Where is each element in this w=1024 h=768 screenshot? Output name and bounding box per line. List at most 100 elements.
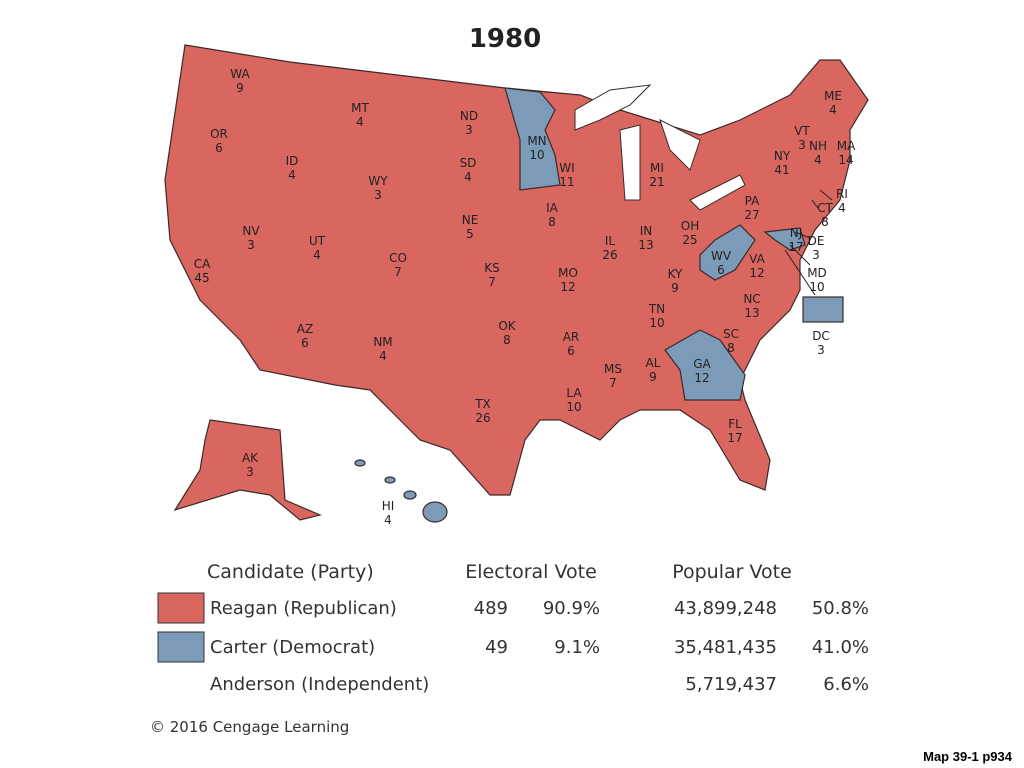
- electoral-pct: 9.1%: [554, 637, 600, 658]
- candidate: Carter (Democrat): [210, 637, 375, 658]
- state-votes: 17: [727, 431, 742, 445]
- state-abbr: WI: [559, 161, 574, 175]
- state-votes: 12: [560, 280, 575, 294]
- state-abbr: LA: [566, 386, 582, 400]
- state-votes: 5: [466, 227, 474, 241]
- state-abbr: CO: [389, 251, 407, 265]
- column-header: Electoral Vote: [465, 561, 597, 583]
- state-votes: 3: [465, 123, 473, 137]
- state-votes: 14: [838, 153, 853, 167]
- state-abbr: IL: [605, 234, 616, 248]
- leader-line: [811, 199, 819, 209]
- popular-pct: 41.0%: [812, 637, 869, 658]
- candidate: Anderson (Independent): [210, 674, 429, 695]
- leader-line: [784, 249, 816, 296]
- state-abbr: OK: [498, 319, 516, 333]
- popular-vote: 35,481,435: [674, 637, 777, 658]
- state-abbr: VA: [749, 252, 765, 266]
- state-votes: 26: [602, 248, 617, 262]
- state-abbr: CT: [817, 201, 833, 215]
- state-votes: 10: [566, 400, 581, 414]
- state-abbr: NH: [809, 139, 827, 153]
- popular-vote: 5,719,437: [685, 674, 777, 695]
- state-votes: 3: [374, 188, 382, 202]
- state-votes: 13: [638, 238, 653, 252]
- state-votes: 4: [356, 115, 364, 129]
- georgia: [664, 329, 746, 401]
- state-abbr: MI: [650, 161, 664, 175]
- state-votes: 9: [236, 81, 244, 95]
- state-votes: 17: [788, 240, 803, 254]
- state-abbr: VT: [794, 124, 810, 138]
- state-votes: 6: [301, 336, 309, 350]
- leader-line: [794, 231, 811, 239]
- leader-line: [819, 189, 833, 201]
- state-votes: 12: [694, 371, 709, 385]
- state-abbr: OH: [681, 219, 699, 233]
- state-abbr: NV: [242, 224, 260, 238]
- hawaii: [403, 490, 417, 500]
- state-votes: 25: [682, 233, 697, 247]
- state-votes: 4: [829, 103, 837, 117]
- maryland: [763, 227, 806, 251]
- state-votes: 21: [649, 175, 664, 189]
- state-abbr: ID: [286, 154, 299, 168]
- state-abbr: TX: [474, 397, 491, 411]
- state-votes: 10: [649, 316, 664, 330]
- state-votes: 4: [379, 349, 387, 363]
- state-abbr: FL: [728, 417, 742, 431]
- hawaii: [384, 476, 396, 484]
- state-votes: 4: [384, 513, 392, 527]
- state-abbr: MA: [837, 139, 856, 153]
- great-lakes: [574, 84, 746, 211]
- state-votes: 7: [488, 275, 496, 289]
- state-abbr: AZ: [297, 322, 313, 336]
- electoral-vote: 489: [474, 598, 508, 619]
- copyright: © 2016 Cengage Learning: [150, 718, 349, 736]
- state-votes: 4: [313, 248, 321, 262]
- state-abbr: UT: [309, 234, 326, 248]
- state-abbr: WY: [368, 174, 388, 188]
- popular-vote: 43,899,248: [674, 598, 777, 619]
- state-abbr: DC: [812, 329, 830, 343]
- popular-pct: 6.6%: [823, 674, 869, 695]
- state-abbr: MN: [527, 134, 546, 148]
- state-votes: 10: [809, 280, 824, 294]
- state-abbr: ME: [824, 89, 842, 103]
- state-abbr: HI: [382, 499, 395, 513]
- state-abbr: MO: [558, 266, 578, 280]
- state-votes: 7: [394, 265, 402, 279]
- state-abbr: NY: [774, 149, 791, 163]
- state-abbr: NM: [373, 335, 392, 349]
- state-abbr: SD: [460, 156, 477, 170]
- state-votes: 6: [717, 263, 725, 277]
- electoral-pct: 90.9%: [543, 598, 600, 619]
- state-abbr: WA: [230, 67, 250, 81]
- state-votes: 12: [749, 266, 764, 280]
- state-abbr: WV: [711, 249, 732, 263]
- leader-line: [789, 244, 811, 266]
- state-votes: 4: [838, 201, 846, 215]
- caption: Map 39-1 p934: [923, 749, 1013, 764]
- map-title: 1980: [469, 24, 541, 54]
- state-votes: 4: [814, 153, 822, 167]
- state-abbr: DE: [808, 234, 825, 248]
- state-votes: 3: [798, 138, 806, 152]
- state-votes: 27: [744, 208, 759, 222]
- state-abbr: KS: [484, 261, 500, 275]
- state-votes: 3: [247, 238, 255, 252]
- dc-box: [802, 296, 844, 323]
- state-abbr: ND: [460, 109, 478, 123]
- state-votes: 13: [744, 306, 759, 320]
- state-abbr: MS: [604, 362, 622, 376]
- state-votes: 26: [475, 411, 490, 425]
- legend-swatch: [157, 631, 205, 663]
- state-votes: 6: [215, 141, 223, 155]
- state-votes: 3: [817, 343, 825, 357]
- state-abbr: KY: [668, 267, 683, 281]
- state-votes: 11: [559, 175, 574, 189]
- lake: [689, 174, 746, 211]
- state-votes: 8: [548, 215, 556, 229]
- state-abbr: CA: [194, 257, 211, 271]
